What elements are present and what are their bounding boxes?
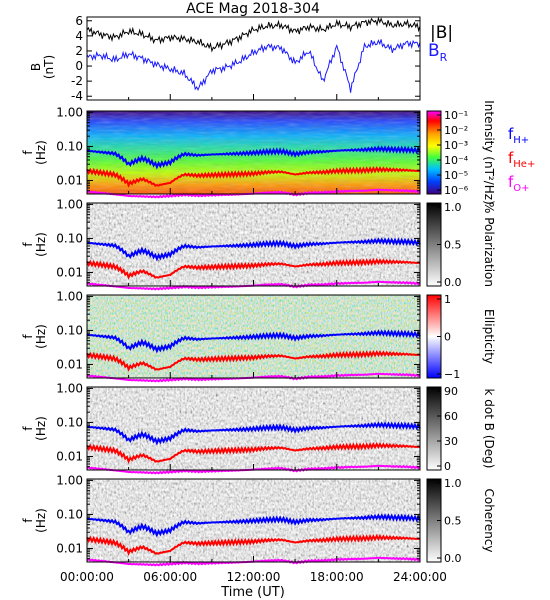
fhe-line [86, 165, 421, 188]
x-tick-label: 00:00:00 [60, 570, 114, 584]
x-tick-label: 06:00:00 [143, 570, 197, 584]
fhe-line [86, 441, 421, 464]
b-field-ylabel: B(nT) [29, 55, 56, 79]
y-tick-label: -2 [71, 74, 83, 88]
panel-ylabel: f(Hz) [21, 232, 48, 257]
panel-polarization: 1.00 0.10 0.01 f(Hz) 1.0 0.5 0.0 % Polarization [21, 197, 496, 291]
legend-O: fO+ [508, 173, 530, 194]
colorbar-ellipticity [427, 295, 441, 378]
y-tick-label: 4 [75, 29, 83, 43]
y-tick-label: 0.01 [56, 265, 83, 279]
fh-line [86, 329, 421, 354]
colorbar-tick-label: 30 [444, 435, 458, 448]
x-axis-label: Time (UT) [220, 585, 285, 600]
colorbar-label: Ellipticity [482, 309, 496, 364]
colorbar-k-dot-b [427, 387, 441, 470]
colorbar-tick-label: 10⁻³ [444, 139, 468, 152]
panel-k-dot-b: 1.00 0.10 0.01 f(Hz) 90 60 30 0 k dot B (Deg) [21, 381, 496, 475]
colorbar-tick-label: 0.5 [444, 239, 462, 252]
panel-ylabel: f(Hz) [21, 324, 48, 349]
b-field-series [86, 16, 421, 93]
colorbar-tick-label: 10⁻⁵ [444, 169, 468, 182]
fh-line [86, 237, 421, 262]
colorbar-polarization [427, 203, 441, 286]
y-tick-label: 0.01 [56, 357, 83, 371]
x-tick-label: 18:00:00 [310, 570, 364, 584]
colorbar-tick-label: 0 [444, 460, 451, 473]
colorbar-tick-label: 1 [444, 293, 451, 306]
y-tick-label: 0.10 [56, 507, 83, 521]
colorbar-frame [426, 110, 442, 195]
colorbar-tick-label: 0.0 [444, 552, 462, 565]
legend-b-total: |B| [430, 23, 453, 43]
legend-He: fHe+ [508, 149, 535, 170]
colorbar-coherency [427, 479, 441, 562]
fh-line [86, 145, 421, 170]
colorbar-tick-label: 1.0 [444, 477, 462, 490]
fh-line [86, 513, 421, 538]
x-tick-label: 12:00:00 [227, 570, 281, 584]
colorbar-label: Coherency [482, 488, 496, 552]
y-tick-label: 1.00 [56, 105, 83, 119]
colorbar-tick-label: 10⁻⁴ [444, 154, 469, 167]
colorbar-tick-label: 90 [444, 385, 458, 398]
x-tick-label: 24:00:00 [393, 570, 447, 584]
fhe-line [86, 349, 421, 372]
y-tick-label: 0.10 [56, 415, 83, 429]
y-tick-label: 0.10 [56, 231, 83, 245]
fh-line [86, 421, 421, 446]
y-tick-label: 0.01 [56, 173, 83, 187]
panel-coherency: 1.00 0.10 0.01 f(Hz) 1.0 0.5 0.0 Coherency [21, 473, 496, 567]
y-tick-label: 2 [75, 44, 83, 58]
legend-b-r: BR [428, 41, 448, 64]
colorbar-tick-label: 0.0 [444, 276, 462, 289]
y-tick-label: 1.00 [56, 381, 83, 395]
colorbar-tick-label: 10⁻⁶ [444, 184, 469, 197]
y-tick-label: 0.01 [56, 541, 83, 555]
colorbar-label: k dot B (Deg) [482, 389, 496, 469]
series-line-b-r [86, 39, 421, 93]
colorbar-tick-label: −1 [444, 368, 460, 381]
panel-intensity: 1.00 0.10 0.01 f(Hz) 10⁻¹ 10⁻² 10⁻³ 10⁻⁴ 10⁻⁵ 10⁻… [21, 100, 535, 205]
fhe-line [86, 257, 421, 280]
panel-ylabel: f(Hz) [21, 140, 48, 165]
y-tick-label: 1.00 [56, 197, 83, 211]
y-tick-label: 0.10 [56, 139, 83, 153]
y-tick-label: 0.10 [56, 323, 83, 337]
colorbar-tick-label: 10⁻² [444, 124, 468, 137]
colorbar-label: Intensity (nT²/Hz) [482, 100, 496, 205]
y-tick-label: 6 [75, 14, 83, 28]
panel-ylabel: f(Hz) [21, 416, 48, 441]
y-tick-label: 0.01 [56, 449, 83, 463]
colorbar-tick-label: 1.0 [444, 201, 462, 214]
fhe-line [86, 533, 421, 556]
chart-title: ACE Mag 2018-304 [186, 1, 320, 17]
panel-ellipticity: 1.00 0.10 0.01 f(Hz) 1 0 −1 Ellipticity [21, 289, 496, 383]
y-tick-label: 1.00 [56, 289, 83, 303]
colorbar-tick-label: 0 [444, 331, 451, 344]
colorbar-tick-label: 10⁻¹ [444, 109, 468, 122]
series-line-b-total [86, 16, 421, 53]
legend-H: fH+ [508, 125, 529, 146]
y-tick-label: 0 [75, 59, 83, 73]
colorbar-tick-label: 60 [444, 410, 458, 423]
colorbar-frame [426, 386, 442, 471]
y-tick-label: -4 [71, 89, 83, 103]
panel-ylabel: f(Hz) [21, 508, 48, 533]
y-tick-label: 1.00 [56, 473, 83, 487]
colorbar-tick-label: 0.5 [444, 515, 462, 528]
colorbar-label: % Polarization [482, 202, 496, 287]
colorbar-intensity [427, 111, 441, 194]
